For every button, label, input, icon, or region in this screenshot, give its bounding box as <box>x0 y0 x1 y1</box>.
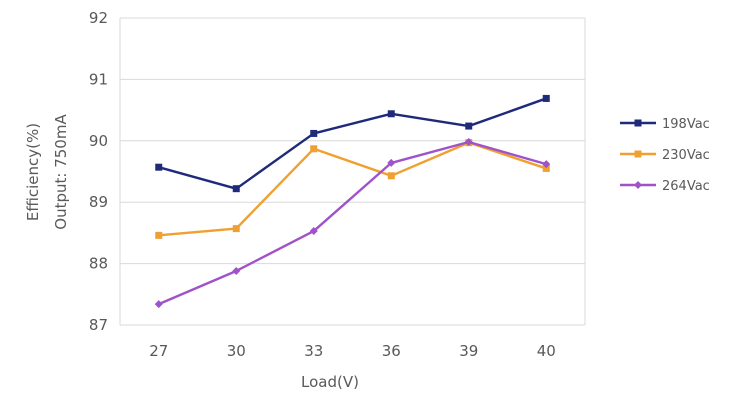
series-line <box>158 97 547 190</box>
plot-area <box>120 18 585 325</box>
legend-marker <box>634 181 642 189</box>
legend-label: 230Vac <box>662 148 710 163</box>
y-tick-label: 88 <box>89 255 108 273</box>
data-point <box>309 227 318 236</box>
y-tick-label: 92 <box>89 9 108 27</box>
x-tick-label: 36 <box>382 342 401 360</box>
legend: 198Vac 230Vac 264Vac <box>620 117 710 194</box>
x-tick-label: 30 <box>227 342 246 360</box>
data-point <box>387 158 396 167</box>
series-line <box>158 140 547 306</box>
x-axis-title: Load(V) <box>301 373 359 391</box>
x-tick-labels: 27 30 33 36 39 40 <box>149 342 556 360</box>
x-tick-label: 40 <box>537 342 556 360</box>
x-tick-label: 27 <box>149 342 168 360</box>
data-point <box>232 225 240 233</box>
y-tick-label: 90 <box>89 132 108 150</box>
data-point <box>542 160 551 169</box>
data-point <box>155 163 163 171</box>
y-axis-title: Efficiency(%) <box>24 123 42 221</box>
data-point <box>542 94 550 102</box>
y-tick-label: 87 <box>89 316 108 334</box>
data-point <box>387 172 395 180</box>
data-point <box>542 164 550 172</box>
y-tick-label: 91 <box>89 70 108 88</box>
legend-entry: 264Vac <box>620 179 710 194</box>
legend-marker <box>634 150 642 158</box>
data-point <box>232 266 241 275</box>
data-point <box>310 145 318 153</box>
series-264Vac <box>154 138 551 309</box>
legend-entry: 198Vac <box>620 117 710 132</box>
data-point <box>464 138 473 147</box>
data-point <box>232 185 240 193</box>
legend-entry: 230Vac <box>620 148 710 163</box>
legend-marker <box>634 119 642 127</box>
data-point <box>387 110 395 118</box>
x-tick-label: 39 <box>459 342 478 360</box>
legend-label: 264Vac <box>662 179 710 194</box>
x-tick-label: 33 <box>304 342 323 360</box>
series-lines <box>154 94 551 309</box>
data-point <box>465 122 473 130</box>
data-point <box>310 129 318 137</box>
y-tick-label: 89 <box>89 193 108 211</box>
series-198Vac <box>155 94 550 193</box>
data-point <box>154 300 163 309</box>
y-axis-subtitle: Output: 750mA <box>52 114 70 230</box>
gridlines <box>119 17 586 326</box>
data-point <box>155 231 163 239</box>
legend-label: 198Vac <box>662 117 710 132</box>
y-tick-labels: 87 88 89 90 91 92 <box>89 9 108 334</box>
